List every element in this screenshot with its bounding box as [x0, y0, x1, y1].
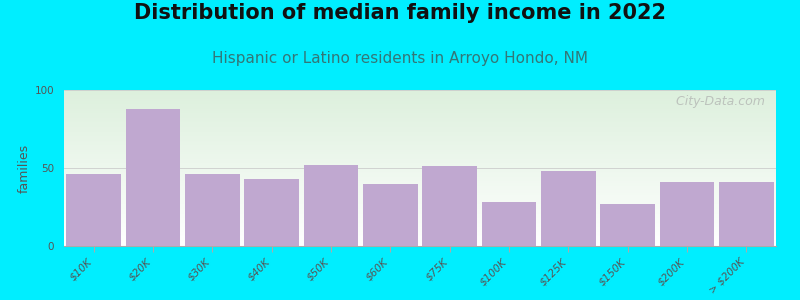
Bar — [600, 204, 655, 246]
Bar — [660, 182, 714, 246]
Bar — [422, 167, 477, 246]
Bar — [541, 171, 596, 246]
Bar — [66, 174, 121, 246]
Text: City-Data.com: City-Data.com — [665, 95, 766, 108]
Bar — [719, 182, 774, 246]
Bar — [304, 165, 358, 246]
Bar — [482, 202, 536, 246]
Bar — [185, 174, 240, 246]
Bar — [244, 179, 299, 246]
Bar — [363, 184, 418, 246]
Y-axis label: families: families — [18, 143, 30, 193]
Text: Hispanic or Latino residents in Arroyo Hondo, NM: Hispanic or Latino residents in Arroyo H… — [212, 51, 588, 66]
Text: Distribution of median family income in 2022: Distribution of median family income in … — [134, 3, 666, 23]
Bar — [126, 109, 180, 246]
